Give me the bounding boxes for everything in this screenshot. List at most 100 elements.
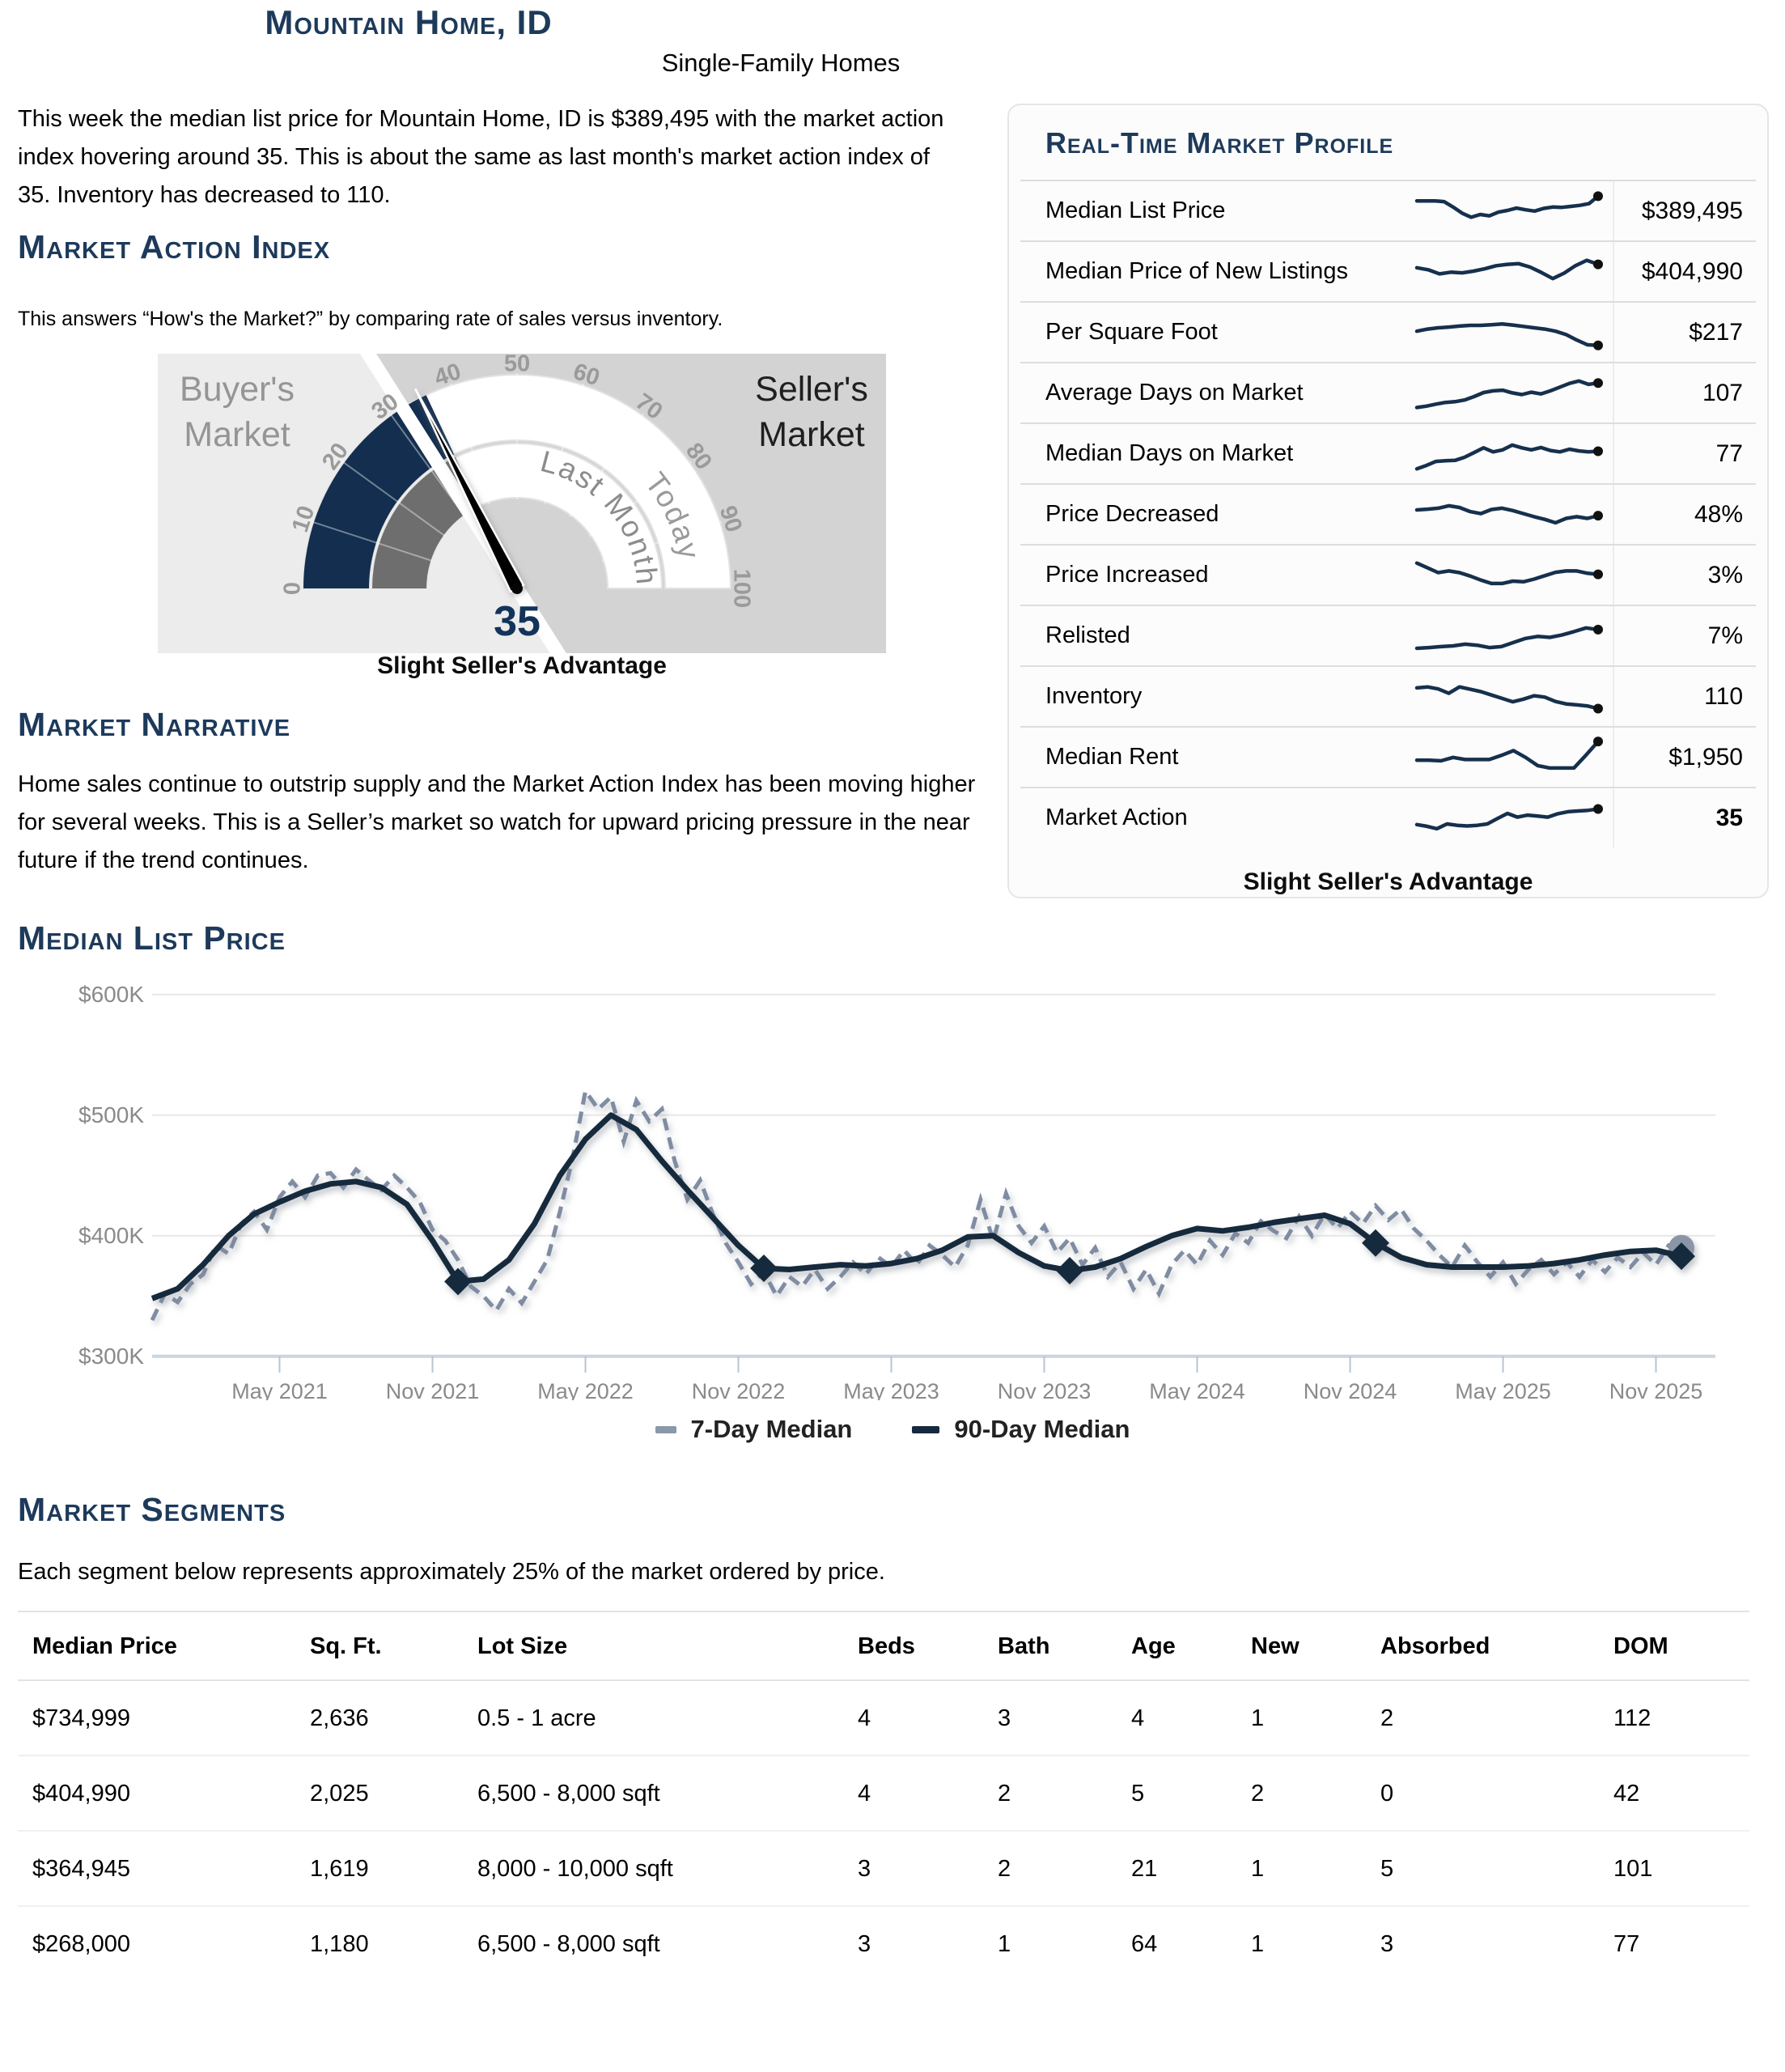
x-axis-label: May 2024 [1149, 1379, 1245, 1400]
gauge-region-label: Seller's [755, 370, 868, 409]
gauge-tick-label: 100 [728, 569, 754, 608]
profile-row-label: Median Rent [1045, 744, 1179, 770]
segments-cell: 2 [1251, 1756, 1380, 1832]
segments-cell: 101 [1613, 1832, 1749, 1907]
profile-row-value: $217 [1613, 303, 1746, 362]
series-7day-median [150, 1085, 1682, 1322]
y-axis-label: $300K [78, 1344, 144, 1369]
segments-cell: 1,180 [310, 1931, 369, 1957]
y-axis-label: $500K [78, 1102, 144, 1127]
median-list-price-chart: $300K $400K $500K $600K May 2021 Nov 2021 May … [49, 947, 1736, 1403]
profile-row-value: 110 [1613, 667, 1746, 726]
segments-cell: 2 [1380, 1681, 1613, 1756]
profile-sparkline [1414, 804, 1603, 830]
segments-cell: 2 [998, 1756, 1131, 1832]
x-axis-label: Nov 2021 [386, 1379, 480, 1400]
profile-row-label: Per Square Foot [1045, 319, 1218, 345]
segments-cell: 3 [858, 1931, 871, 1957]
segments-column-header: Bath [998, 1612, 1131, 1681]
page-title: Mountain Home, ID [265, 3, 553, 41]
chart-legend: 7-Day Median 90-Day Median [0, 1415, 1785, 1444]
legend-swatch-7day [655, 1425, 676, 1433]
profile-row: Relisted 7% [1020, 605, 1756, 665]
profile-row-value: $404,990 [1613, 242, 1746, 301]
profile-sparkline [1414, 560, 1603, 585]
segments-cell: $364,945 [18, 1832, 310, 1907]
profile-row-value: 107 [1613, 363, 1746, 422]
market-action-subtext: This answers “How's the Market?” by comp… [18, 308, 723, 330]
profile-row: Inventory 110 [1020, 665, 1756, 726]
real-time-market-profile-panel: Real-Time Market Profile Median List Pri… [1007, 104, 1769, 898]
segments-cell: 0.5 - 1 acre [477, 1681, 858, 1756]
segments-cell: 2 [998, 1832, 1131, 1907]
x-axis-label: May 2021 [231, 1379, 328, 1400]
profile-row-label: Market Action [1045, 805, 1188, 830]
profile-sparkline [1414, 736, 1603, 770]
series-90day-diamond-marker [1362, 1229, 1389, 1257]
series-90day-diamond-marker [1668, 1242, 1695, 1271]
profile-row: Market Action 35 [1020, 787, 1756, 847]
profile-row-label: Price Decreased [1045, 501, 1219, 527]
y-axis-label: $600K [78, 982, 144, 1007]
x-axis-label: May 2023 [843, 1379, 939, 1400]
segments-column-header: Beds [858, 1612, 998, 1681]
profile-row-label: Price Increased [1045, 562, 1209, 588]
segments-cell: 112 [1613, 1681, 1749, 1756]
gauge-caption: Slight Seller's Advantage [377, 652, 667, 679]
profile-sparkline [1414, 257, 1603, 280]
segments-column-header: Sq. Ft. [310, 1612, 477, 1681]
intro-paragraph: This week the median list price for Moun… [18, 106, 944, 208]
profile-row-value: 7% [1613, 606, 1746, 665]
x-axis-label: Nov 2023 [998, 1379, 1092, 1400]
segments-cell: 5 [1131, 1756, 1251, 1832]
section-heading-median-list-price: Median List Price [18, 919, 286, 957]
y-axis-label: $400K [78, 1223, 144, 1248]
profile-row-label: Relisted [1045, 622, 1130, 648]
profile-row-value: 35 [1613, 788, 1746, 847]
segments-cell: 77 [1613, 1931, 1640, 1957]
panel-title: Real-Time Market Profile [1045, 126, 1394, 159]
profile-row-value: 48% [1613, 485, 1746, 544]
segments-cell: 8,000 - 10,000 sqft [477, 1832, 858, 1907]
market-narrative-text: Home sales continue to outstrip supply a… [18, 771, 976, 873]
x-axis-label: Nov 2024 [1304, 1379, 1397, 1400]
segments-cell: 5 [1380, 1832, 1613, 1907]
gauge-region-label: Market [184, 415, 290, 454]
segments-cell: $404,990 [18, 1756, 310, 1832]
market-segments-description: Each segment below represents approximat… [18, 1559, 885, 1585]
segments-cell: 3 [858, 1832, 998, 1907]
series-90day-diamond-marker [444, 1267, 472, 1296]
profile-row-value: $389,495 [1613, 181, 1746, 240]
legend-item-7day: 7-Day Median [655, 1415, 852, 1444]
segments-column-header: Median Price [18, 1612, 310, 1681]
profile-row-value: 77 [1613, 424, 1746, 483]
gauge-value: 35 [494, 598, 541, 645]
segments-cell: 21 [1131, 1832, 1251, 1907]
x-axis-label: May 2025 [1455, 1379, 1551, 1400]
segments-cell: 42 [1613, 1756, 1749, 1832]
profile-sparkline [1414, 624, 1603, 650]
segments-column-header: New [1251, 1612, 1380, 1681]
segments-cell: 3 [1380, 1931, 1394, 1957]
segments-cell: 4 [858, 1681, 998, 1756]
profile-row: Median Rent $1,950 [1020, 726, 1756, 787]
profile-sparkline [1414, 684, 1603, 713]
profile-row: Median List Price $389,495 [1020, 180, 1756, 240]
segments-column-header: Age [1131, 1612, 1251, 1681]
segments-cell: 1 [1251, 1681, 1380, 1756]
segments-cell: 4 [1131, 1681, 1251, 1756]
section-heading-market-segments: Market Segments [18, 1491, 286, 1528]
section-heading-market-narrative: Market Narrative [18, 706, 291, 743]
segments-cell: 4 [858, 1756, 998, 1832]
gauge-region-label: Buyer's [180, 370, 295, 409]
profile-sparkline [1414, 321, 1603, 350]
profile-row: Per Square Foot $217 [1020, 301, 1756, 362]
profile-sparkline [1414, 190, 1603, 219]
segments-column-header: Lot Size [477, 1612, 858, 1681]
segments-cell: 1 [1251, 1931, 1265, 1957]
market-segments-table: Median Price Sq. Ft. Lot Size Beds Bath Age Ne… [18, 1611, 1749, 1981]
gauge-tick-label: 50 [504, 354, 530, 377]
gauge-region-label: Market [758, 415, 864, 454]
segments-cell: $268,000 [32, 1931, 130, 1957]
x-axis-label: Nov 2025 [1609, 1379, 1703, 1400]
